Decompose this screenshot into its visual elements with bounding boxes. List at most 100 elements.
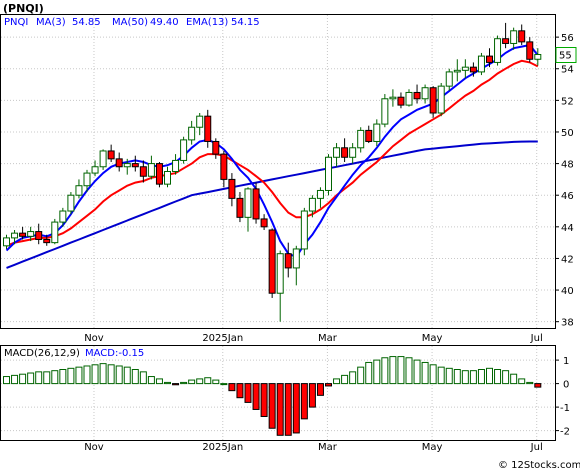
price-x-tick-label: Mar <box>318 333 338 344</box>
candle-up <box>51 221 59 244</box>
candle-up <box>349 147 357 158</box>
macd-bar-positive <box>333 378 341 385</box>
macd-x-tick-label: Jul <box>530 442 543 453</box>
macd-bar-positive <box>220 383 228 386</box>
candle-up <box>123 163 131 168</box>
legend-ma3-value: 54.85 <box>72 17 101 28</box>
macd-y-tick-label: 1 <box>563 356 569 367</box>
candle-up <box>180 139 188 161</box>
legend-ma3-label: MA(3) <box>36 17 66 28</box>
macd-bar-positive <box>107 364 115 385</box>
macd-bar-negative <box>260 383 268 418</box>
macd-bar-positive <box>91 364 99 385</box>
macd-bar-positive <box>115 365 123 385</box>
candle-up <box>510 30 518 44</box>
macd-y-tick-label: 0 <box>563 380 569 391</box>
macd-legend-value: MACD:-0.15 <box>85 348 144 359</box>
candle-down <box>502 38 510 44</box>
candle-down <box>107 150 115 160</box>
candle-up <box>99 150 107 168</box>
candle-down <box>268 229 276 294</box>
price-x-axis: Nov2025JanMarMayJulSep <box>84 333 543 344</box>
candle-up <box>421 87 429 100</box>
candle-down <box>115 158 123 168</box>
macd-y-tick-label: -2 <box>560 427 570 438</box>
macd-y-tick-label: -1 <box>560 403 570 414</box>
price-y-tick-label: 44 <box>561 223 574 234</box>
legend-ticker: PNQI <box>4 17 28 28</box>
macd-histogram <box>3 356 542 436</box>
macd-bar-positive <box>510 373 518 385</box>
macd-bar-positive <box>502 370 510 385</box>
macd-bar-positive <box>212 379 220 385</box>
candle-up <box>373 123 381 142</box>
price-y-tick-label: 56 <box>561 33 574 44</box>
macd-bar-positive <box>381 357 389 385</box>
price-y-tick-label: 42 <box>561 254 574 265</box>
candle-up <box>164 171 171 185</box>
candle-down <box>284 253 292 269</box>
candle-down <box>526 41 534 60</box>
macd-bar-positive <box>147 376 155 385</box>
candle-down <box>220 153 228 180</box>
macd-bar-positive <box>469 370 477 385</box>
macd-bar-positive <box>397 356 405 385</box>
chart-title: (PNQI) <box>3 2 44 15</box>
macd-bar-negative <box>292 383 300 434</box>
legend-ema13-value: 54.15 <box>231 17 260 28</box>
candle-down <box>204 115 212 142</box>
macd-bar-positive <box>99 363 107 385</box>
candle-down <box>365 129 373 142</box>
candle-down <box>397 96 405 106</box>
macd-bar-negative <box>276 383 284 436</box>
candle-up <box>389 96 397 100</box>
price-y-tick-label: 38 <box>561 318 574 329</box>
last-price-tag-text: 55 <box>559 51 572 62</box>
price-y-tick-label: 50 <box>561 128 574 139</box>
candle-down <box>228 178 236 199</box>
macd-bar-negative <box>244 383 252 403</box>
macd-x-tick-label: Nov <box>84 442 104 453</box>
candle-up <box>244 188 252 218</box>
candle-up <box>445 71 453 87</box>
candle-down <box>43 238 51 244</box>
macd-bar-positive <box>349 371 357 385</box>
macd-bar-positive <box>131 369 139 385</box>
candle-up <box>308 197 316 212</box>
macd-bar-positive <box>526 381 534 385</box>
macd-x-tick-label: 2025Jan <box>202 442 243 453</box>
footer-copyright: © 12Stocks.com <box>498 460 580 471</box>
price-y-tick-label: 52 <box>561 96 574 107</box>
macd-bar-positive <box>461 370 469 385</box>
candle-up <box>147 163 155 177</box>
macd-bar-positive <box>188 379 196 385</box>
candle-down <box>212 140 220 155</box>
price-legend: PNQI MA(3) 54.85 MA(50) 49.40 EMA(13) 54… <box>4 17 260 28</box>
macd-bar-positive <box>445 367 453 385</box>
macd-bar-positive <box>413 359 421 385</box>
macd-bar-positive <box>204 377 212 385</box>
legend-ma50-value: 49.40 <box>150 17 179 28</box>
candle-down <box>413 91 421 100</box>
macd-bar-negative <box>268 383 276 429</box>
candle-up <box>325 156 332 191</box>
macd-bar-positive <box>357 366 365 385</box>
candle-up <box>437 85 445 114</box>
candlesticks <box>3 22 542 322</box>
candle-up <box>477 55 485 73</box>
candle-up <box>276 253 284 294</box>
candle-down <box>155 163 163 185</box>
macd-bar-negative <box>252 383 260 410</box>
macd-bar-negative <box>236 383 244 399</box>
candle-down <box>19 232 27 237</box>
candle-down <box>139 166 147 177</box>
macd-x-tick-label: May <box>422 442 443 453</box>
macd-x-tick-label: Mar <box>318 442 338 453</box>
candle-up <box>59 210 67 223</box>
candle-up <box>83 172 91 187</box>
macd-bar-positive <box>453 369 461 385</box>
macd-bar-positive <box>11 374 19 385</box>
macd-bar-negative <box>308 383 316 408</box>
candle-down <box>341 147 349 158</box>
